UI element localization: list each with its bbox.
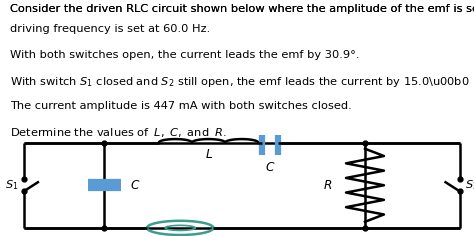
Text: With switch $S_1$ closed and $S_2$ still open, the emf leads the current by 15.0: With switch $S_1$ closed and $S_2$ still…: [10, 75, 470, 89]
Text: Determine the values of  $L$,  $C$,  and  $R$.: Determine the values of $L$, $C$, and $R…: [10, 126, 227, 139]
Text: With both switches open, the current leads the emf by 30.9°.: With both switches open, the current lea…: [10, 50, 360, 60]
Text: $S_2$: $S_2$: [465, 178, 474, 192]
Text: Consider the driven RLC circuit shown below where the amplitude of the emf is se: Consider the driven RLC circuit shown be…: [10, 4, 474, 14]
Text: $C$: $C$: [130, 179, 141, 192]
Text: Consider the driven RLC circuit shown below where the amplitude of the emf is se: Consider the driven RLC circuit shown be…: [10, 4, 474, 14]
Text: $R$: $R$: [322, 179, 332, 192]
Text: The current amplitude is 447 mA with both switches closed.: The current amplitude is 447 mA with bot…: [10, 101, 352, 111]
Text: $S_1$: $S_1$: [5, 178, 19, 192]
Text: $C$: $C$: [265, 161, 275, 174]
Text: $L$: $L$: [205, 148, 212, 161]
Text: driving frequency is set at 60.0 Hz.: driving frequency is set at 60.0 Hz.: [10, 24, 210, 34]
